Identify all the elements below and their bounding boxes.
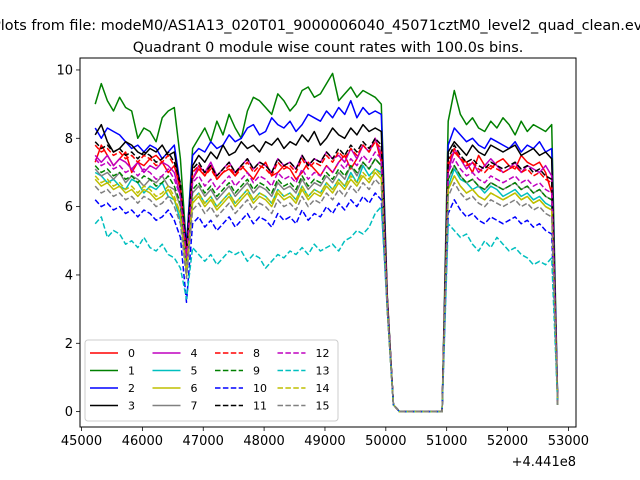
legend-label-12: 12 <box>316 347 330 360</box>
x-tick-label: 48000 <box>243 434 284 449</box>
series-0-line <box>94 137 559 413</box>
series-11-line <box>94 137 559 413</box>
x-axis: 45000 46000 47000 48000 49000 50000 51000 52000… <box>61 427 589 449</box>
legend-label-15: 15 <box>316 400 330 413</box>
x-tick-label: 52000 <box>487 434 528 449</box>
legend-label-10: 10 <box>253 382 267 395</box>
legend-label-4: 4 <box>191 347 198 360</box>
plot-lines <box>94 72 559 413</box>
x-tick-label: 53000 <box>548 434 589 449</box>
figure-suptitle: Plots from file: modeM0/AS1A13_020T01_90… <box>0 18 640 34</box>
chart-title: Quadrant 0 module wise count rates with … <box>133 40 524 56</box>
legend-label-14: 14 <box>316 382 330 395</box>
x-tick-label: 46000 <box>122 434 163 449</box>
legend-label-6: 6 <box>191 382 198 395</box>
series-1-line <box>94 72 559 413</box>
y-tick-label: 8 <box>65 132 73 147</box>
legend-label-5: 5 <box>191 365 198 378</box>
x-tick-label: 47000 <box>183 434 224 449</box>
series-15-line <box>94 178 559 413</box>
y-tick-label: 6 <box>65 200 73 215</box>
legend-label-3: 3 <box>128 400 135 413</box>
y-tick-label: 10 <box>56 63 73 78</box>
series-14-line <box>94 168 559 413</box>
series-9-line <box>94 158 559 413</box>
x-tick-label: 45000 <box>61 434 102 449</box>
legend-label-2: 2 <box>128 382 135 395</box>
series-10-line <box>94 192 559 413</box>
x-tick-label: 50000 <box>365 434 406 449</box>
axes-frame <box>79 57 577 428</box>
legend-label-1: 1 <box>128 365 135 378</box>
series-13-line <box>94 205 559 413</box>
x-offset-label: +4.441e8 <box>512 455 576 470</box>
y-axis: 0 2 4 6 8 10 <box>56 63 80 420</box>
series-12-line <box>94 151 559 413</box>
legend-label-11: 11 <box>253 400 267 413</box>
series-8-line <box>94 140 559 413</box>
y-tick-label: 0 <box>65 405 73 420</box>
series-2-line <box>94 99 559 413</box>
legend-label-9: 9 <box>253 365 260 378</box>
y-tick-label: 4 <box>65 268 73 283</box>
x-tick-label: 49000 <box>304 434 345 449</box>
legend-label-7: 7 <box>191 400 198 413</box>
x-tick-label: 51000 <box>426 434 467 449</box>
y-tick-label: 2 <box>65 337 73 352</box>
legend-label-8: 8 <box>253 347 260 360</box>
legend-box <box>84 339 339 422</box>
legend-label-0: 0 <box>128 347 135 360</box>
legend-label-13: 13 <box>316 365 330 378</box>
series-3-line <box>94 123 559 413</box>
